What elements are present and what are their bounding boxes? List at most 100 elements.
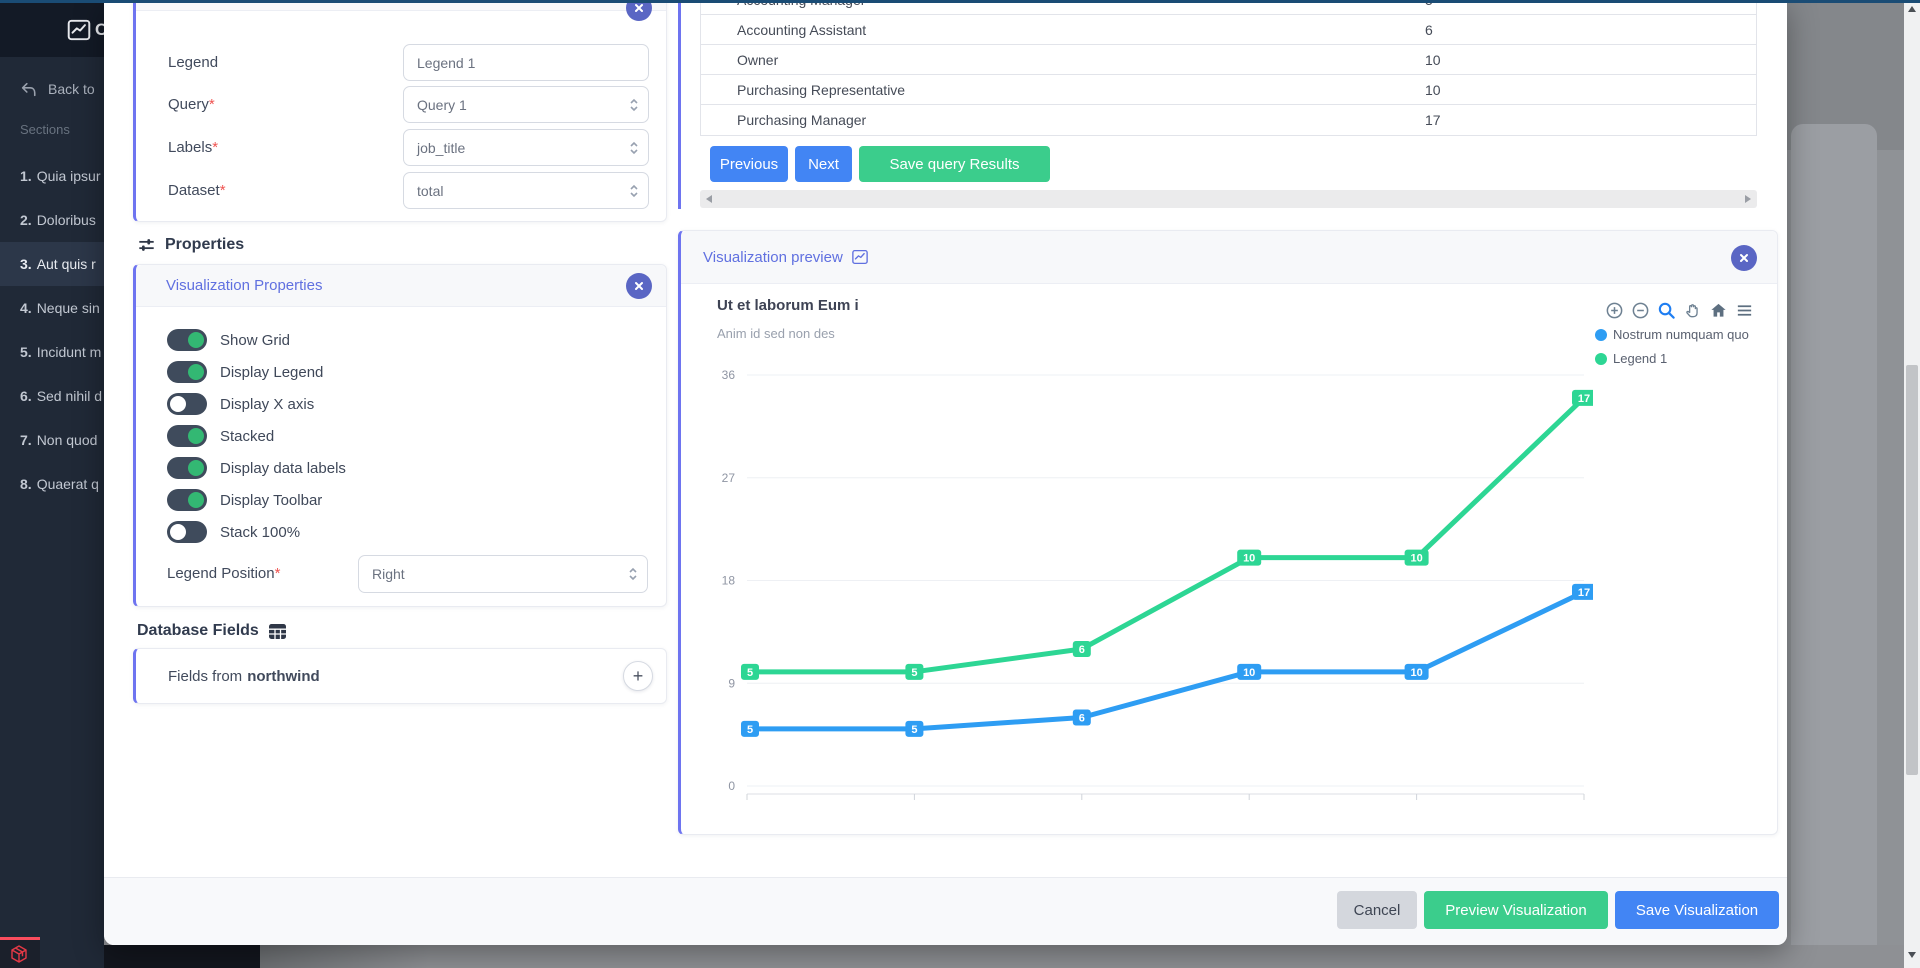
sidebar-section-item[interactable]: 3. Aut quis r [0, 242, 104, 286]
y-axis-tick-label: 36 [722, 368, 736, 382]
add-field-button[interactable]: + [623, 661, 653, 691]
zoom-out-icon[interactable] [1631, 301, 1650, 320]
back-link[interactable]: Back to [20, 81, 95, 97]
visualization-preview-close-button[interactable] [1731, 245, 1757, 271]
results-horizontal-scrollbar[interactable] [700, 190, 1757, 208]
toggle-switch-display-data-labels[interactable] [167, 457, 207, 479]
visualization-preview-title: Visualization preview [703, 248, 843, 266]
modal-footer: Cancel Preview Visualization Save Visual… [104, 877, 1787, 945]
data-label-box [905, 720, 924, 737]
scrollbar-thumb[interactable] [1906, 365, 1918, 775]
toggle-switch-stack-100-[interactable] [167, 521, 207, 543]
scrollbar-up-icon[interactable] [1908, 6, 1916, 12]
toggle-switch-stacked[interactable] [167, 425, 207, 447]
toggle-knob [170, 396, 186, 412]
data-label-box [1404, 549, 1429, 566]
legend-input[interactable]: Legend 1 [403, 44, 649, 81]
sidebar-section-item[interactable]: 4. Neque sin [0, 286, 104, 330]
row-total: 6 [1425, 21, 1433, 38]
section-label: Aut quis r [36, 256, 96, 272]
toggle-knob [188, 460, 204, 476]
data-label-value: 17 [1578, 587, 1590, 599]
save-visualization-button[interactable]: Save Visualization [1615, 891, 1779, 929]
row-job-title: Purchasing Manager [737, 112, 867, 128]
toggle-row: Display data labels [167, 452, 346, 484]
chart-plot-area[interactable]: 0 9 18 27 36 5 5 6 10 10 17 5 5 6 10 10 17 [693, 351, 1596, 811]
scroll-left-icon[interactable] [706, 195, 712, 203]
toggle-switch-display-x-axis[interactable] [167, 393, 207, 415]
sidebar-section-item[interactable]: 5. Incidunt m [0, 330, 104, 374]
toggle-row: Show Grid [167, 324, 346, 356]
select-chevrons-icon [630, 141, 638, 154]
app-logo-chart-icon [67, 19, 91, 41]
legend-item[interactable]: Nostrum numquam quo [1595, 327, 1749, 342]
chart-legend: Nostrum numquam quo Legend 1 [1595, 327, 1749, 366]
sidebar-section-item[interactable]: 8. Quaerat q [0, 462, 104, 506]
section-number: 8. [20, 476, 32, 492]
legend-item[interactable]: Legend 1 [1595, 351, 1749, 366]
selection-zoom-icon[interactable] [1657, 301, 1676, 320]
trace-close-button[interactable] [626, 0, 652, 21]
dimmed-backdrop-card [1791, 124, 1877, 945]
toggle-label: Display Legend [220, 363, 324, 381]
data-label-value: 5 [747, 667, 753, 679]
data-label-value: 6 [1079, 644, 1085, 656]
debugbar-toggle[interactable] [0, 937, 40, 968]
toggle-switch-display-legend[interactable] [167, 361, 207, 383]
pan-icon[interactable] [1683, 301, 1702, 320]
query-select[interactable]: Query 1 [403, 86, 649, 123]
data-label-box [741, 663, 759, 680]
toggle-row: Display X axis [167, 388, 346, 420]
sidebar-section-item[interactable]: 2. Doloribus [0, 198, 104, 242]
preview-visualization-button[interactable]: Preview Visualization [1424, 891, 1608, 929]
legend-position-select[interactable]: Right [358, 555, 648, 593]
toggle-switch-display-toolbar[interactable] [167, 489, 207, 511]
dataset-select[interactable]: total [403, 172, 649, 209]
scrollbar-down-icon[interactable] [1908, 952, 1916, 958]
series-line-blue[interactable] [744, 589, 1587, 732]
sidebar-section-item[interactable]: 1. Quia ipsur [0, 154, 104, 198]
section-number: 3. [20, 256, 32, 272]
section-number: 2. [20, 212, 32, 228]
data-label-box [1072, 709, 1091, 726]
close-icon [635, 4, 643, 12]
zoom-in-icon[interactable] [1605, 301, 1624, 320]
series-line-green[interactable] [744, 395, 1587, 675]
visualization-properties-close-button[interactable] [626, 273, 652, 299]
data-label-box [1572, 583, 1596, 600]
next-button[interactable]: Next [795, 146, 852, 182]
select-chevrons-icon [630, 184, 638, 197]
query-results-left-border [678, 0, 681, 209]
labels-select[interactable]: job_title [403, 129, 649, 166]
cancel-button[interactable]: Cancel [1337, 891, 1417, 929]
data-label-value: 5 [747, 724, 753, 736]
line-chart-svg[interactable]: 0 9 18 27 36 5 5 6 10 10 17 5 5 6 10 10 17 [693, 351, 1596, 811]
toggle-switch-show-grid[interactable] [167, 329, 207, 351]
previous-button[interactable]: Previous [710, 146, 788, 182]
dimmed-backdrop-bottom [0, 945, 1920, 968]
visualization-properties-card: Visualization Properties Show Grid Displa… [133, 264, 667, 607]
row-total: 10 [1425, 81, 1441, 98]
save-query-results-button[interactable]: Save query Results [859, 146, 1050, 182]
scroll-right-icon[interactable] [1745, 195, 1751, 203]
toggle-label: Show Grid [220, 331, 291, 349]
sidebar-section-item[interactable]: 6. Sed nihil d [0, 374, 104, 418]
database-fields-title: Database Fields [137, 622, 259, 639]
home-icon[interactable] [1709, 301, 1728, 320]
section-label: Sed nihil d [36, 388, 103, 404]
toggle-label: Display data labels [220, 459, 346, 477]
row-job-title: Accounting Assistant [737, 21, 867, 38]
data-label-value: 10 [1410, 667, 1422, 679]
section-number: 7. [20, 432, 32, 448]
legend-dot-icon [1595, 328, 1607, 341]
app-name-partial: C [95, 20, 104, 39]
select-chevrons-icon [629, 567, 637, 581]
sidebar-section-item[interactable]: 7. Non quod [0, 418, 104, 462]
menu-icon[interactable] [1735, 301, 1754, 320]
trace-card: Trace 1 Legend Legend 1 Query* Query 1 L… [133, 0, 667, 222]
section-number: 1. [20, 168, 32, 184]
database-fields-section-header: Database Fields [137, 622, 287, 640]
sidebar-topbar: C [0, 3, 104, 57]
page-scrollbar[interactable] [1904, 0, 1920, 968]
select-chevrons-icon [630, 98, 638, 111]
